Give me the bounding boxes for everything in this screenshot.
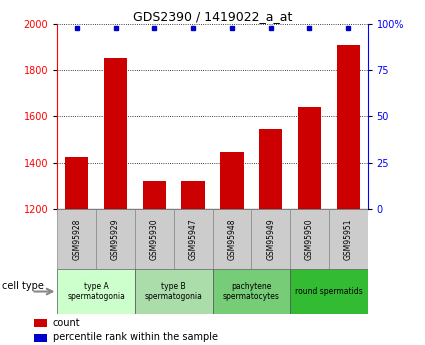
Bar — [135, 209, 174, 269]
Bar — [34, 334, 47, 342]
Text: GSM95947: GSM95947 — [189, 218, 198, 260]
Bar — [212, 269, 290, 314]
Bar — [57, 209, 96, 269]
Bar — [135, 269, 212, 314]
Text: type B
spermatogonia: type B spermatogonia — [145, 282, 203, 301]
Text: GSM95949: GSM95949 — [266, 218, 275, 260]
Text: type A
spermatogonia: type A spermatogonia — [67, 282, 125, 301]
Bar — [174, 209, 212, 269]
Bar — [96, 209, 135, 269]
Text: count: count — [53, 318, 80, 328]
Bar — [290, 209, 329, 269]
Text: cell type: cell type — [2, 282, 44, 291]
Bar — [259, 129, 282, 209]
Text: GSM95951: GSM95951 — [344, 218, 353, 260]
Bar — [337, 45, 360, 209]
Bar — [65, 157, 88, 209]
Bar — [220, 152, 244, 209]
Text: GSM95928: GSM95928 — [72, 218, 81, 259]
Bar — [57, 269, 135, 314]
Text: GSM95929: GSM95929 — [111, 218, 120, 260]
Bar — [212, 209, 251, 269]
Text: round spermatids: round spermatids — [295, 287, 363, 296]
Bar — [290, 269, 368, 314]
Bar — [298, 107, 321, 209]
Text: GSM95950: GSM95950 — [305, 218, 314, 260]
Bar — [329, 209, 368, 269]
Bar — [143, 181, 166, 209]
Text: pachytene
spermatocytes: pachytene spermatocytes — [223, 282, 280, 301]
Bar — [104, 58, 127, 209]
Text: GSM95948: GSM95948 — [227, 218, 236, 260]
Bar — [34, 319, 47, 327]
Bar — [181, 181, 205, 209]
Text: percentile rank within the sample: percentile rank within the sample — [53, 333, 218, 342]
Text: GSM95930: GSM95930 — [150, 218, 159, 260]
Bar — [251, 209, 290, 269]
Title: GDS2390 / 1419022_a_at: GDS2390 / 1419022_a_at — [133, 10, 292, 23]
